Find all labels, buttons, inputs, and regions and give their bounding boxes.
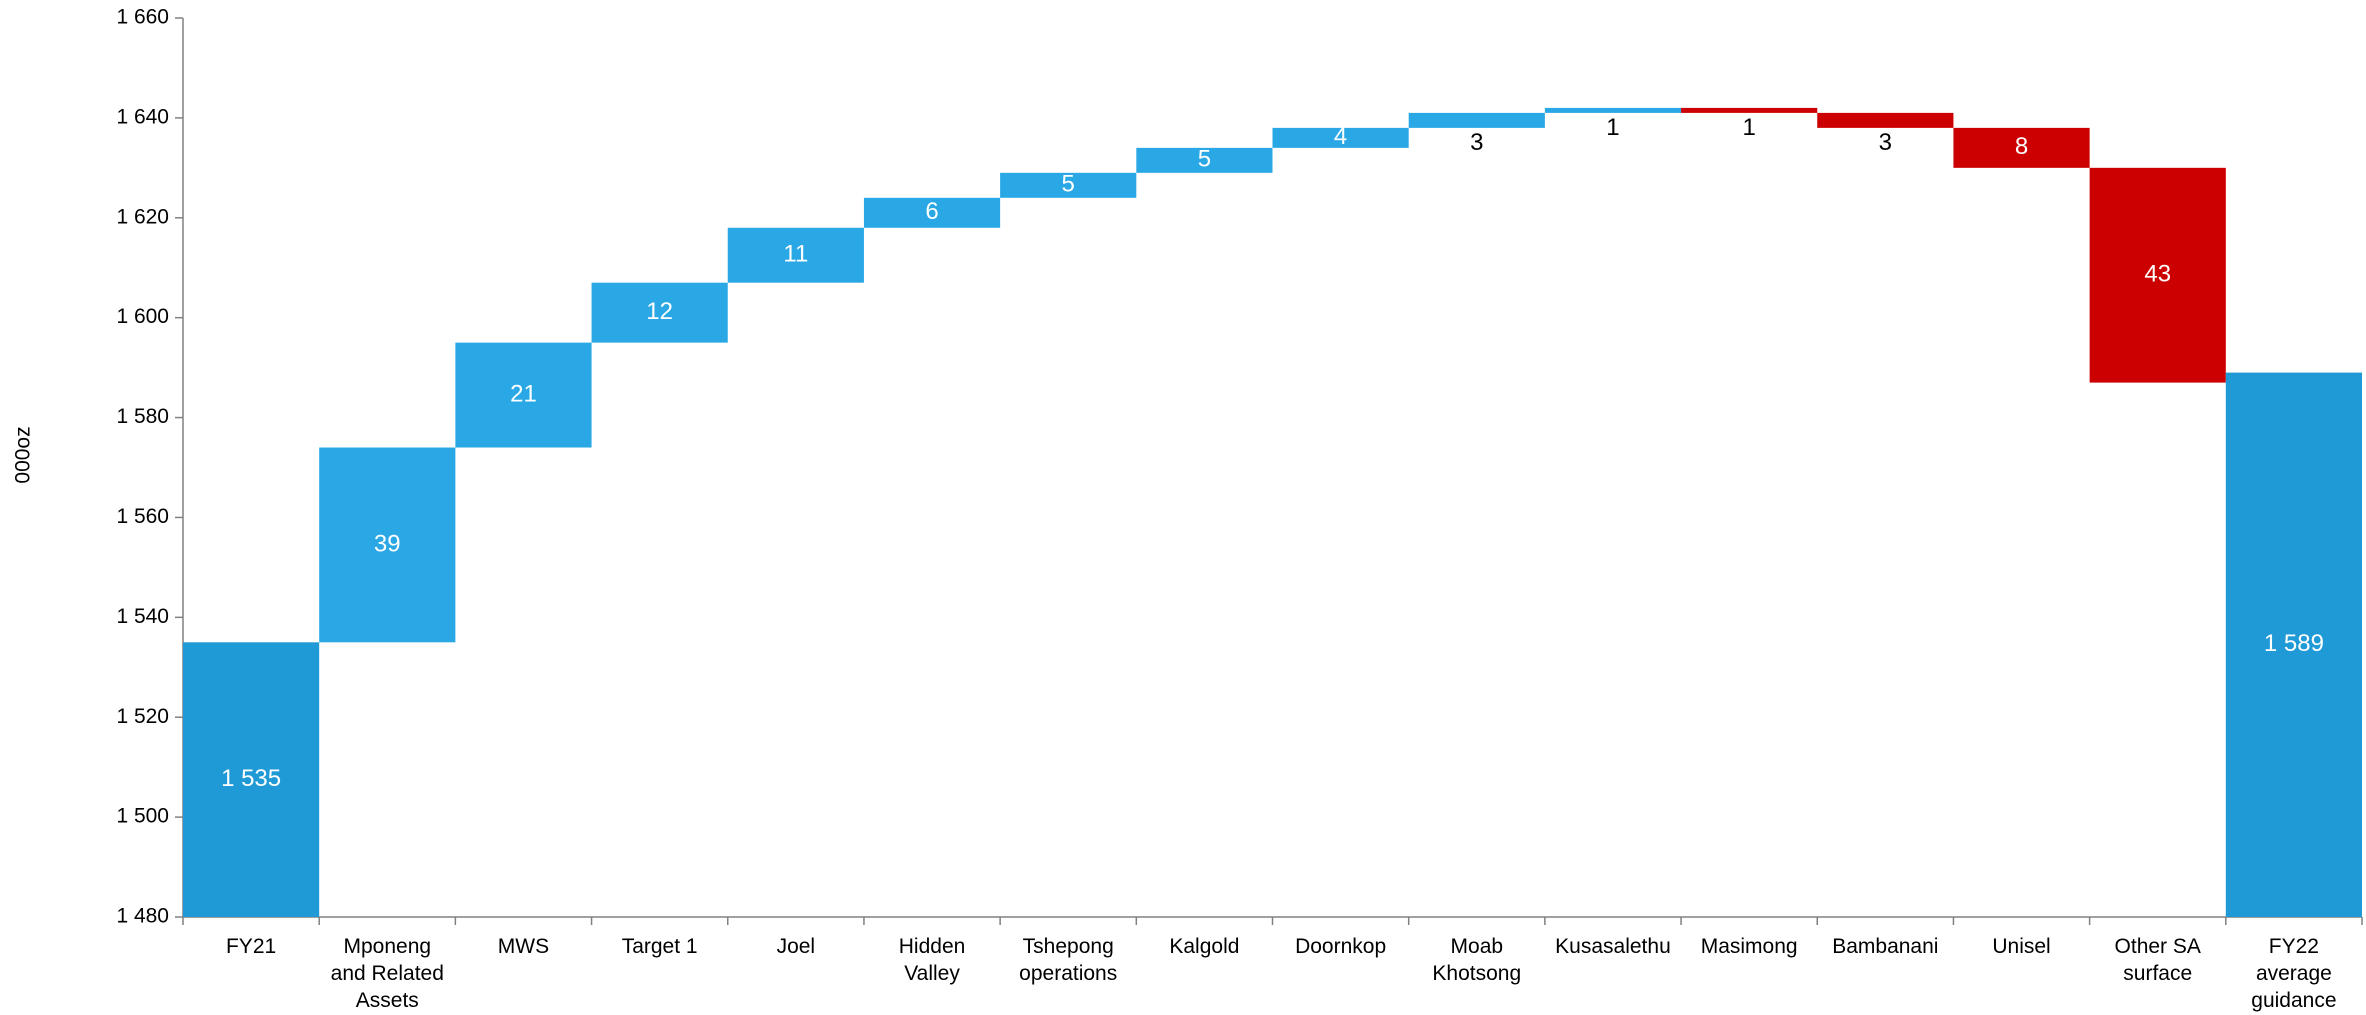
value-label: 3 xyxy=(1879,129,1892,156)
y-tick-label: 1 640 xyxy=(116,105,169,128)
value-label: 21 xyxy=(510,380,537,407)
y-axis-label: 000oz xyxy=(12,426,35,483)
y-tick-label: 1 560 xyxy=(116,505,169,528)
value-label: 1 589 xyxy=(2264,630,2324,657)
y-tick-label: 1 500 xyxy=(116,805,169,828)
x-tick-label: FY22 average guidance xyxy=(2251,935,2336,1012)
x-tick-label: Other SA surface xyxy=(2115,935,2201,985)
x-tick-label: FY21 xyxy=(226,935,276,958)
bar xyxy=(591,282,728,343)
bar xyxy=(2089,167,2226,383)
x-tick-label: Unisel xyxy=(1992,935,2050,958)
x-tick-label: Masimong xyxy=(1701,935,1798,958)
y-tick-label: 1 520 xyxy=(116,705,169,728)
value-label: 1 535 xyxy=(221,765,281,792)
y-tick-label: 1 620 xyxy=(116,205,169,228)
y-tick-label: 1 660 xyxy=(116,6,169,29)
x-tick-label: Moab Khotsong xyxy=(1432,935,1521,985)
bar xyxy=(319,447,456,643)
x-tick-label: Joel xyxy=(777,935,816,958)
value-label: 6 xyxy=(925,198,938,225)
bar xyxy=(1953,127,2090,168)
x-tick-label: Hidden Valley xyxy=(899,935,966,985)
x-tick-label: Kusasalethu xyxy=(1555,935,1671,958)
bar xyxy=(1000,172,1137,198)
x-tick-label: MWS xyxy=(498,935,549,958)
bar xyxy=(1272,127,1409,148)
x-tick-label: Kalgold xyxy=(1169,935,1239,958)
value-label: 4 xyxy=(1334,123,1347,150)
bar xyxy=(863,197,1001,228)
bar xyxy=(1136,147,1273,173)
value-label: 43 xyxy=(2144,261,2171,288)
value-label: 39 xyxy=(374,530,401,557)
bar xyxy=(2225,372,2362,917)
x-tick-label: Bambanani xyxy=(1832,935,1938,958)
y-tick-label: 1 600 xyxy=(116,305,169,328)
y-tick-label: 1 480 xyxy=(116,905,169,928)
value-label: 12 xyxy=(646,298,673,325)
bar xyxy=(727,227,864,283)
x-tick-label: Target 1 xyxy=(622,935,698,958)
bar xyxy=(1544,107,1682,113)
bar xyxy=(183,642,320,917)
y-tick-label: 1 580 xyxy=(116,405,169,428)
value-label: 5 xyxy=(1198,146,1211,173)
value-label: 11 xyxy=(783,241,808,268)
y-tick-label: 1 540 xyxy=(116,605,169,628)
value-label: 5 xyxy=(1062,171,1075,198)
value-label: 3 xyxy=(1470,129,1483,156)
bar xyxy=(1817,112,1954,128)
x-tick-label: Doornkop xyxy=(1295,935,1386,958)
bar xyxy=(1408,112,1545,128)
value-label: 1 xyxy=(1742,114,1755,141)
value-label: 8 xyxy=(2015,133,2028,160)
bar xyxy=(455,342,592,448)
x-tick-label: Mponeng and Related Assets xyxy=(331,935,444,1012)
value-label: 1 xyxy=(1606,114,1619,141)
bar xyxy=(1681,107,1818,113)
x-tick-label: Tshepong operations xyxy=(1019,935,1117,985)
